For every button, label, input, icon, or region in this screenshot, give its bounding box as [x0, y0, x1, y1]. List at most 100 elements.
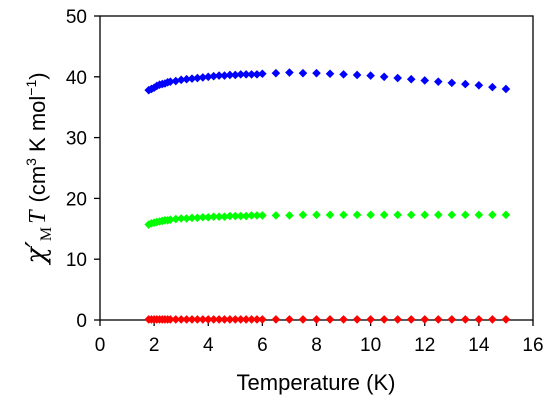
- y-axis-label-supm1: −1: [23, 80, 39, 96]
- data-point: [187, 213, 197, 223]
- data-point: [203, 315, 213, 324]
- data-point: [176, 75, 186, 85]
- axes: 0 2 4 6 8 10 12 14 16 0 10 20 30 40 50: [66, 7, 544, 356]
- data-point: [501, 315, 511, 324]
- data-point: [176, 214, 186, 223]
- data-point: [420, 210, 430, 220]
- data-point: [252, 70, 262, 79]
- data-point: [236, 211, 246, 221]
- data-point: [325, 210, 335, 220]
- data-point: [379, 210, 389, 220]
- data-point: [258, 315, 267, 324]
- data-point: [171, 214, 181, 224]
- y-tick-label: 30: [66, 129, 87, 150]
- y-axis-label: χ′MT (cm3 K mol−1): [21, 72, 55, 265]
- plot-frame: [99, 15, 534, 321]
- x-ticks: 0 2 4 6 8 10 12 14 16: [95, 320, 544, 356]
- data-point: [252, 315, 262, 324]
- data-point: [241, 211, 251, 221]
- y-axis-label-unit-open: (cm: [25, 166, 50, 203]
- series-2: [144, 315, 511, 324]
- x-tick-label: 2: [149, 335, 160, 356]
- data-point: [393, 73, 402, 83]
- data-point: [247, 70, 256, 79]
- data-point: [393, 315, 402, 324]
- data-point: [461, 210, 470, 220]
- data-point: [501, 210, 511, 220]
- y-axis-label-unit-close: ): [25, 72, 50, 79]
- data-point: [198, 315, 208, 324]
- data-point: [271, 315, 281, 324]
- data-point: [325, 69, 335, 79]
- data-point: [203, 212, 213, 222]
- data-point: [171, 315, 181, 324]
- data-point: [285, 211, 294, 220]
- data-point: [198, 212, 208, 222]
- data-point: [258, 211, 267, 220]
- y-axis-label-T: T: [25, 209, 51, 224]
- data-point: [214, 315, 224, 324]
- data-point: [193, 315, 202, 324]
- data-point: [433, 77, 443, 86]
- y-axis-label-sup3: 3: [23, 158, 39, 166]
- y-axis-label-sub: M: [38, 227, 55, 241]
- data-point: [176, 315, 186, 324]
- data-point: [352, 70, 362, 80]
- data-point: [325, 315, 335, 324]
- data-point: [187, 74, 197, 83]
- data-point: [247, 315, 256, 324]
- data-point: [166, 77, 175, 86]
- data-point: [447, 210, 457, 220]
- data-point: [339, 210, 348, 220]
- data-point: [420, 76, 430, 85]
- data-point: [252, 211, 262, 220]
- data-point: [339, 315, 348, 324]
- x-tick-label: 4: [203, 335, 214, 356]
- x-tick-label: 6: [257, 335, 268, 356]
- data-point: [225, 70, 235, 80]
- x-tick-label: 10: [360, 335, 381, 356]
- x-tick-label: 14: [468, 335, 490, 356]
- x-tick-label: 16: [522, 335, 543, 356]
- data-point: [193, 213, 202, 223]
- data-point: [298, 315, 308, 324]
- data-point: [231, 211, 240, 221]
- data-point: [488, 315, 497, 324]
- y-axis-label-chi: χ′: [21, 241, 52, 266]
- data-point: [339, 70, 348, 79]
- data-point: [474, 315, 484, 324]
- y-tick-label: 50: [66, 7, 87, 28]
- series-1: [144, 210, 511, 229]
- data-point: [220, 315, 229, 324]
- data-point: [271, 68, 281, 78]
- x-tick-label: 12: [414, 335, 435, 356]
- data-point: [420, 315, 430, 324]
- series-0: [144, 68, 511, 95]
- data-point: [312, 68, 321, 78]
- data-point: [447, 315, 457, 324]
- data-point: [379, 315, 389, 324]
- data-point: [352, 315, 362, 324]
- data-point: [433, 210, 443, 220]
- data-point: [366, 315, 375, 324]
- data-point: [312, 210, 321, 220]
- data-point: [406, 315, 416, 324]
- data-point: [447, 78, 457, 88]
- data-point: [258, 69, 267, 79]
- data-point: [225, 315, 235, 324]
- data-point: [241, 70, 251, 79]
- data-point: [366, 210, 375, 220]
- data-point: [474, 210, 484, 220]
- data-point: [214, 71, 224, 80]
- data-point: [433, 315, 443, 324]
- data-point: [171, 76, 181, 86]
- data-point: [366, 71, 375, 80]
- data-point: [298, 210, 308, 220]
- y-tick-label: 10: [66, 250, 87, 271]
- data-point: [379, 72, 389, 82]
- data-point: [236, 315, 246, 324]
- x-axis-label: Temperature (K): [237, 370, 396, 395]
- data-point: [241, 315, 251, 324]
- y-tick-label: 0: [76, 311, 87, 332]
